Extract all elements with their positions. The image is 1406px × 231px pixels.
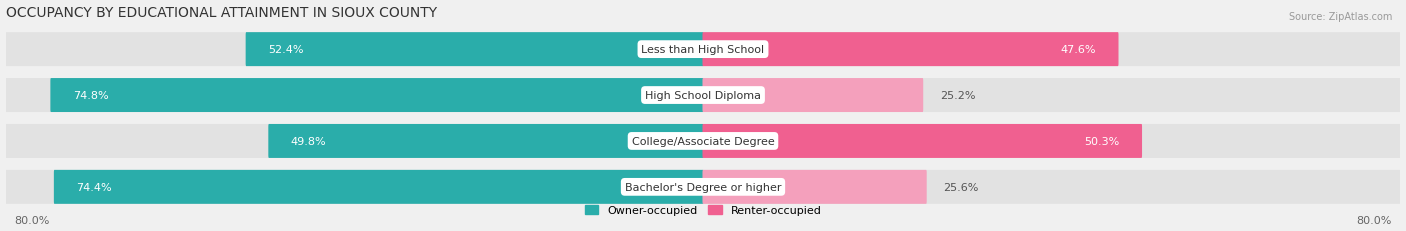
Text: 52.4%: 52.4% (269, 45, 304, 55)
Text: OCCUPANCY BY EDUCATIONAL ATTAINMENT IN SIOUX COUNTY: OCCUPANCY BY EDUCATIONAL ATTAINMENT IN S… (6, 6, 437, 19)
FancyBboxPatch shape (6, 170, 1400, 204)
FancyBboxPatch shape (703, 125, 1142, 158)
Text: 47.6%: 47.6% (1060, 45, 1097, 55)
FancyBboxPatch shape (6, 79, 1400, 112)
Text: 25.6%: 25.6% (943, 182, 979, 192)
FancyBboxPatch shape (6, 33, 1400, 67)
FancyBboxPatch shape (703, 170, 927, 204)
FancyBboxPatch shape (246, 33, 703, 67)
Text: College/Associate Degree: College/Associate Degree (631, 136, 775, 146)
FancyBboxPatch shape (703, 79, 924, 112)
Text: 50.3%: 50.3% (1084, 136, 1119, 146)
Text: Source: ZipAtlas.com: Source: ZipAtlas.com (1288, 12, 1392, 21)
FancyBboxPatch shape (51, 79, 703, 112)
FancyBboxPatch shape (53, 170, 703, 204)
Text: 74.4%: 74.4% (76, 182, 112, 192)
Text: 80.0%: 80.0% (14, 216, 49, 225)
Text: 25.2%: 25.2% (941, 91, 976, 101)
FancyBboxPatch shape (269, 125, 703, 158)
FancyBboxPatch shape (703, 33, 1119, 67)
Text: Bachelor's Degree or higher: Bachelor's Degree or higher (624, 182, 782, 192)
Text: 74.8%: 74.8% (73, 91, 108, 101)
Text: Less than High School: Less than High School (641, 45, 765, 55)
Text: High School Diploma: High School Diploma (645, 91, 761, 101)
FancyBboxPatch shape (6, 125, 1400, 158)
Text: 80.0%: 80.0% (1357, 216, 1392, 225)
Legend: Owner-occupied, Renter-occupied: Owner-occupied, Renter-occupied (581, 201, 825, 220)
Text: 49.8%: 49.8% (291, 136, 326, 146)
